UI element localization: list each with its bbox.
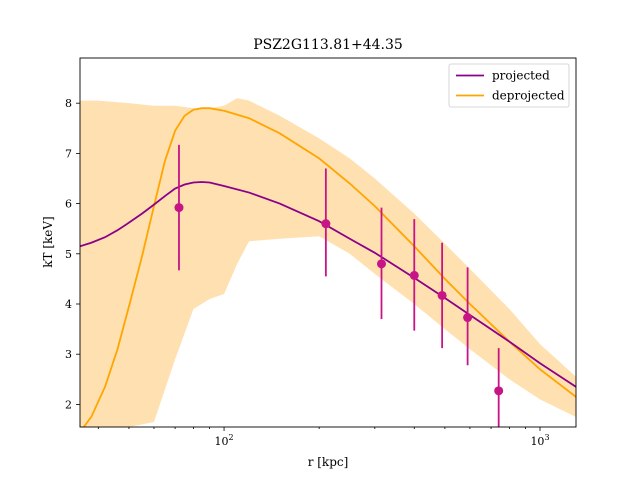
data-point bbox=[321, 219, 331, 229]
chart-title: PSZ2G113.81+44.35 bbox=[253, 37, 403, 53]
data-point bbox=[376, 259, 386, 269]
y-tick-label: 3 bbox=[65, 348, 72, 361]
y-tick-label: 4 bbox=[65, 298, 72, 311]
data-point bbox=[437, 290, 447, 300]
y-tick-label: 2 bbox=[65, 398, 72, 411]
x-axis-ticks: 102 103 bbox=[97, 427, 550, 448]
y-tick-label: 8 bbox=[65, 97, 72, 110]
x-axis-label: r [kpc] bbox=[308, 455, 349, 469]
x-tick-label: 103 bbox=[530, 433, 549, 448]
y-tick-label: 6 bbox=[65, 198, 72, 211]
y-axis-label: kT [keV] bbox=[41, 216, 55, 268]
y-tick-label: 5 bbox=[65, 248, 72, 261]
y-tick-label: 7 bbox=[65, 147, 72, 160]
plot-frame bbox=[79, 57, 577, 428]
y-axis-ticks: 2 3 4 5 6 7 8 bbox=[65, 97, 80, 411]
data-point bbox=[174, 203, 184, 213]
legend: projected deprojected bbox=[448, 63, 570, 108]
deprojected-uncertainty-band bbox=[80, 98, 576, 427]
x-tick-label: 102 bbox=[215, 433, 234, 448]
data-point bbox=[409, 270, 419, 280]
legend-label-deprojected: deprojected bbox=[492, 89, 565, 103]
series-line-deprojected bbox=[82, 107, 576, 427]
plot-area bbox=[80, 98, 576, 427]
data-points bbox=[174, 144, 504, 427]
data-point bbox=[463, 313, 473, 323]
legend-label-projected: projected bbox=[492, 69, 550, 83]
data-point bbox=[494, 386, 504, 396]
